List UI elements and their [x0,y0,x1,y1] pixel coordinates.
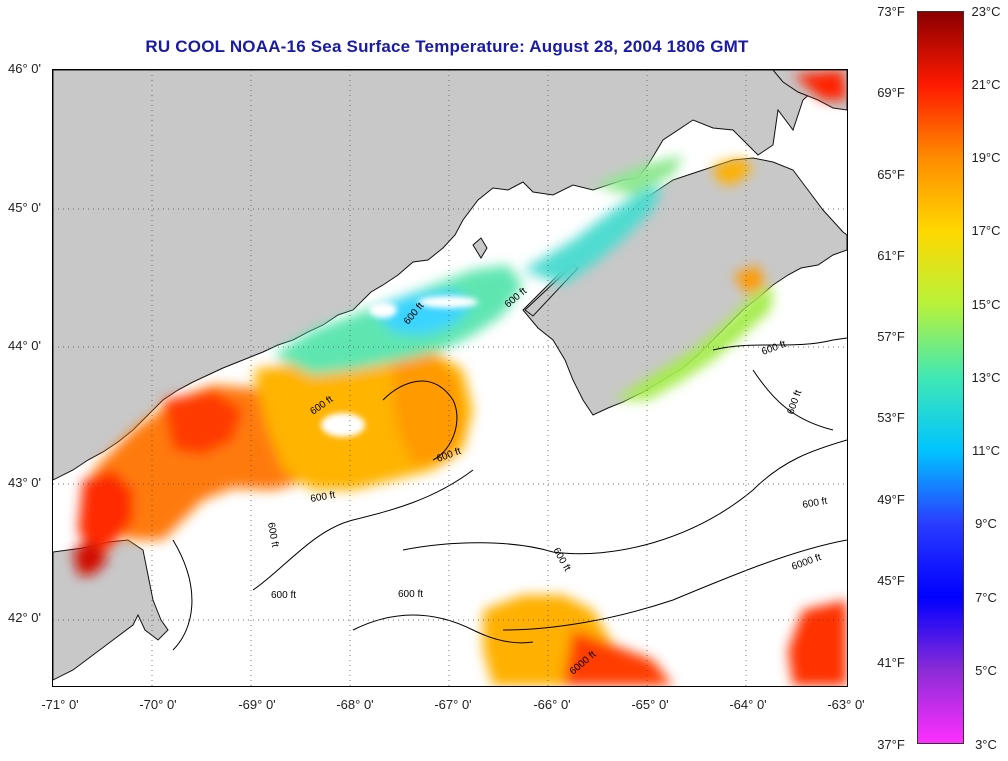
longitude-label: -70° 0' [139,697,177,712]
contour-600ft-6 [752,369,834,431]
sst-western-hot [163,390,243,455]
colorbar-f-label: 69°F [877,85,905,100]
sst-fundy-upper [593,155,683,195]
sst-mass-coast [78,470,133,560]
colorbar-c-label: 3°C [975,737,997,752]
longitude-label: -65° 0' [631,697,669,712]
land-maine-newbrunswick [53,70,847,481]
colorbar-f-label: 61°F [877,248,905,263]
colorbar-f-label: 45°F [877,573,905,588]
land-nova-scotia [522,157,847,416]
latitude-label: 46° 0' [8,61,41,76]
colorbar-f-label: 57°F [877,329,905,344]
contour-label: 600 ft [310,490,337,505]
sst-ne-corner [793,70,847,100]
colorbar-f-label: 73°F [877,4,905,19]
temperature-colorbar [917,11,964,744]
sst-ns-coast [613,285,773,400]
longitude-label: -63° 0' [827,697,865,712]
sst-mass-hot [73,540,108,575]
colorbar-c-label: 15°C [971,297,1001,312]
colorbar-c-label: 11°C [971,443,1001,458]
contour-label: 600 ft [550,546,572,573]
colorbar-f-label: 37°F [877,737,905,752]
contour-label: 6000 ft [790,552,823,573]
contour-label: 600 ft [760,339,787,358]
contour-label: 600 ft [271,590,296,601]
colorbar-c-label: 19°C [971,150,1001,165]
contour-label: 600 ft [398,589,423,600]
colorbar-c-label: 23°C [971,4,1001,19]
colorbar-c-label: 7°C [975,590,997,605]
latitude-label: 45° 0' [8,200,41,215]
depth-contours [172,337,847,651]
colorbar-f-label: 65°F [877,167,905,182]
sst-minas [713,158,753,185]
colorbar-c-label: 21°C [971,77,1001,92]
colorbar-c-label: 9°C [975,516,997,531]
sst-map-canvas: 600 ft 600 ft 600 ft 600 ft 600 ft 600 f… [53,70,847,686]
latitude-label: 44° 0' [8,338,41,353]
contour-600ft-1 [252,469,474,591]
latitude-label: 42° 0' [8,610,41,625]
longitude-label: -64° 0' [729,697,767,712]
colorbar-c-label: 13°C [971,370,1001,385]
colorbar-f-label: 53°F [877,410,905,425]
contour-label: 600 ft [802,496,829,511]
longitude-label: -66° 0' [533,697,571,712]
contour-600ft-4 [352,614,534,644]
colorbar-f-label: 41°F [877,655,905,670]
contour-600ft-7 [382,380,458,461]
sst-field [73,70,847,686]
sst-map[interactable]: 600 ft 600 ft 600 ft 600 ft 600 ft 600 f… [52,69,848,687]
sst-slope-red [788,600,847,686]
sst-western-gulf [93,385,313,540]
longitude-label: -68° 0' [336,697,374,712]
map-title: RU COOL NOAA-16 Sea Surface Temperature:… [145,37,749,56]
longitude-label: -69° 0' [238,697,276,712]
colorbar-c-label: 5°C [975,663,997,678]
colorbar-f-label: 49°F [877,492,905,507]
sst-ns-orange [733,265,765,295]
land-grand-manan [472,237,488,259]
colorbar-c-label: 17°C [971,223,1001,238]
longitude-label: -71° 0' [41,697,79,712]
contour-label: 600 ft [265,522,280,549]
contour-600ft-2 [172,539,193,651]
no-data-gaps [321,296,478,437]
sst-bay-of-fundy [523,185,663,285]
contour-label: 600 ft [785,389,804,416]
longitude-label: -67° 0' [434,697,472,712]
land-massachusetts [53,539,169,681]
contour-600ft-3 [402,439,847,555]
contour-6000ft [502,539,847,631]
sst-georges-red [563,630,673,686]
latitude-label: 43° 0' [8,475,41,490]
